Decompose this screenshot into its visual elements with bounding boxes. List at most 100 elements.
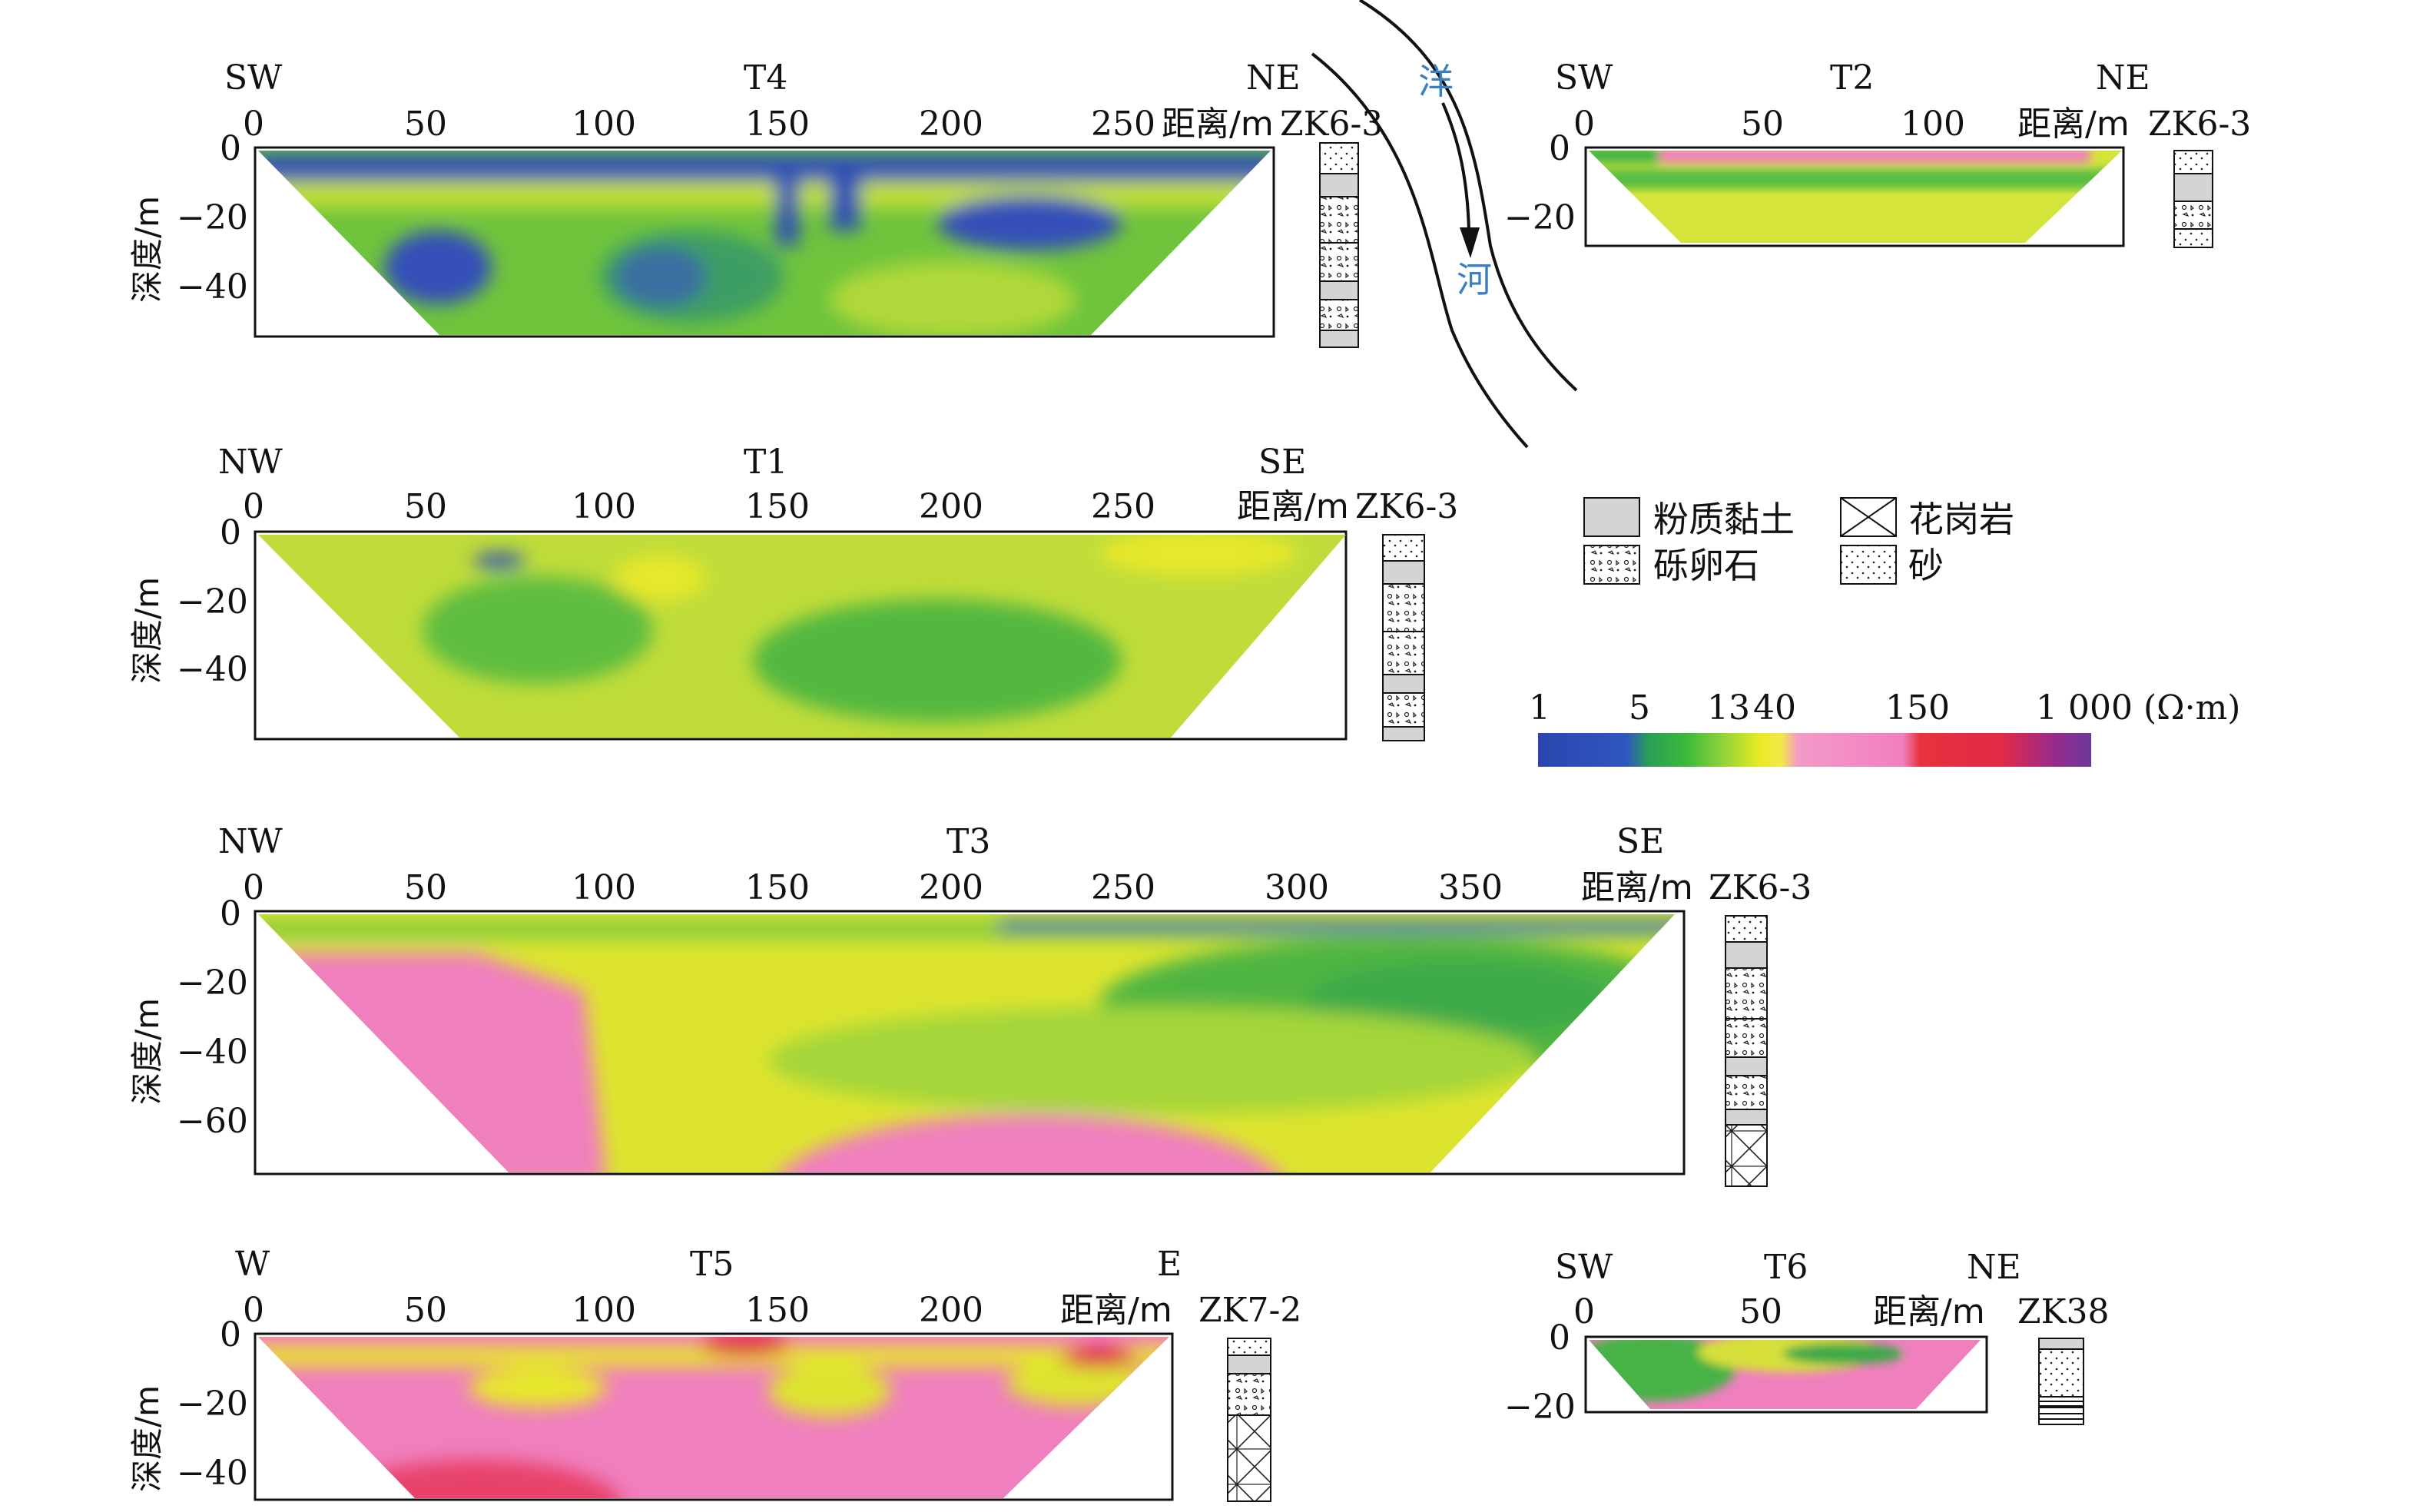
depth-tick: 0: [1549, 129, 1570, 168]
scale-tick: 40: [1753, 688, 1796, 728]
river-bank-left: [1311, 52, 1529, 449]
depth-tick: −40: [177, 267, 248, 307]
tick-label: 100: [1901, 104, 1965, 144]
tick-label: 50: [404, 487, 447, 526]
depth-tick: 0: [220, 894, 241, 933]
borehole-T1-column: [1382, 534, 1425, 741]
layer-sand: [2173, 228, 2213, 248]
depth-tick: −20: [1504, 198, 1576, 237]
profile-T1-title: T1: [744, 443, 787, 482]
profile-T4-title: T4: [744, 58, 787, 98]
zone-yellow: [1099, 535, 1298, 576]
profile-T4-depth-ticks: 0 −20 −40: [177, 129, 248, 307]
tick-label: 100: [572, 104, 636, 144]
profile-T6-title: T6: [1764, 1248, 1808, 1287]
layer-gravel: [1725, 1075, 1768, 1110]
profile-T5-section: [258, 1337, 1169, 1498]
profile-T1-depth-ticks: 0 −20 −40: [177, 513, 248, 689]
layer-silty-clay: [1319, 280, 1359, 300]
depth-tick: 0: [220, 513, 241, 552]
layer-granite: [1725, 1124, 1768, 1187]
flow-arrow: [1441, 102, 1470, 231]
profile-T5: W T5 E 0 50 100 150 200 距离/m ZK7-2 0 −20…: [128, 1245, 1301, 1502]
layer-thin-lines: [2039, 1413, 2084, 1420]
layer-sand: [2038, 1348, 2084, 1398]
profile-T5-left-direction: W: [235, 1245, 270, 1284]
layer-silty-clay: [1382, 726, 1425, 741]
layer-silty-clay: [1382, 674, 1425, 694]
color-scale-bar: [1538, 733, 2091, 767]
tick-label: 200: [919, 487, 983, 526]
layer-granite: [1227, 1414, 1271, 1502]
borehole-T3-column: [1725, 915, 1768, 1187]
depth-tick: −40: [177, 1454, 248, 1493]
profile-T5-right-direction: E: [1157, 1245, 1182, 1284]
depth-tick: −20: [177, 963, 248, 1003]
tick-label: 50: [1741, 104, 1784, 144]
profile-T6: SW T6 NE 0 50 距离/m ZK38 0 −20: [1504, 1248, 2109, 1427]
scale-tick: 13: [1707, 688, 1750, 728]
legend-label-gravel: 砾卵石: [1653, 545, 1759, 586]
depth-tick: 0: [220, 129, 241, 168]
profile-T3-borehole-label: ZK6-3: [1709, 868, 1812, 907]
layer-gravel: [1319, 242, 1359, 282]
profile-T1-depth-label: 深度/m: [128, 577, 166, 684]
layer-thin-lines: [2039, 1401, 2084, 1407]
profile-T5-depth-label: 深度/m: [128, 1385, 166, 1492]
tick-label: 150: [745, 104, 810, 144]
layer-gravel: [2173, 201, 2213, 230]
profile-T1-borehole-label: ZK6-3: [1355, 487, 1458, 526]
tick-label: 50: [404, 1291, 447, 1330]
layer-silty-clay: [1319, 330, 1359, 348]
borehole-T2-column: [2173, 150, 2213, 248]
profile-T3-title: T3: [946, 822, 990, 861]
borehole-T5-column: [1227, 1338, 1271, 1502]
layer-sand: [1725, 915, 1768, 943]
profile-T1: NW T1 SE 0 50 100 150 200 250 距离/m ZK6-3…: [128, 443, 1458, 741]
profile-T1-section: [258, 535, 1346, 738]
zone-green-mid: [768, 1006, 1537, 1114]
zone-red-high: [699, 1337, 791, 1357]
tick-label: 200: [919, 1291, 983, 1330]
zone-yellow: [830, 261, 1076, 335]
zone-pink-surface: [1659, 151, 2090, 163]
layer-sand: [2173, 150, 2213, 174]
layer-silty-clay: [2038, 1407, 2084, 1425]
layer-sand: [1227, 1338, 1271, 1356]
zone-yellow-band: [258, 177, 1271, 207]
tick-label: 350: [1438, 868, 1503, 907]
zone-blue-low: [937, 195, 1122, 250]
tick-label: 300: [1265, 868, 1329, 907]
tick-label: 150: [745, 868, 810, 907]
depth-tick: −40: [177, 650, 248, 689]
profile-T2-distance-unit: 距离/m: [2017, 104, 2130, 144]
profile-T6-depth-ticks: 0 −20: [1504, 1318, 1576, 1427]
zone-red-high: [1060, 1346, 1137, 1368]
depth-tick: −60: [177, 1102, 248, 1141]
profile-T6-distance-unit: 距离/m: [1873, 1292, 1985, 1331]
zone-green: [1782, 1343, 1905, 1364]
tick-label: 150: [745, 1291, 810, 1330]
river-char-1: 洋: [1418, 61, 1454, 102]
zone-blue-channel: [776, 154, 799, 246]
profile-T5-borehole-label: ZK7-2: [1198, 1291, 1301, 1330]
profile-T3-left-direction: NW: [218, 822, 283, 861]
profile-T1-distance-ticks: 0 50 100 150 200 250: [243, 487, 1155, 526]
legend-resistivity-scale: 1 5 13 40 150 1 000 (Ω·m): [1529, 688, 2240, 767]
profile-T4: SW T4 NE 0 50 100 150 200 250 距离/m ZK6-3…: [128, 58, 1383, 348]
layer-gravel: [1319, 196, 1359, 244]
tick-label: 0: [1573, 1292, 1595, 1331]
layer-sand: [1319, 142, 1359, 174]
scale-tick: 1: [1529, 688, 1550, 728]
depth-tick: −20: [177, 582, 248, 622]
profile-T4-borehole-label: ZK6-3: [1280, 104, 1383, 144]
profile-T1-distance-unit: 距离/m: [1237, 487, 1349, 526]
profile-T1-left-direction: NW: [218, 443, 283, 482]
tick-label: 250: [1091, 868, 1155, 907]
layer-sand: [1382, 534, 1425, 562]
legend-swatch-sand: [1840, 545, 1897, 585]
layer-gravel: [1725, 1018, 1768, 1058]
profile-T2-title: T2: [1830, 58, 1874, 98]
layer-sand: [2038, 1338, 2084, 1350]
